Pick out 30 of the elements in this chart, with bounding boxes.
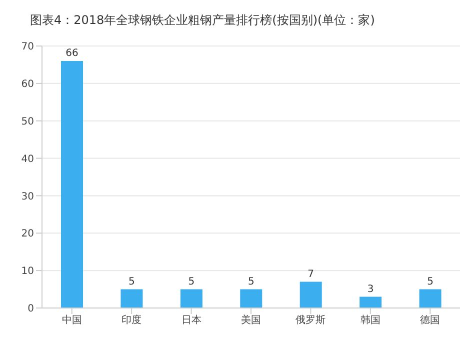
y-tick-label: 70 <box>21 42 34 53</box>
y-tick-label: 0 <box>28 304 34 315</box>
x-tick-label: 日本 <box>181 314 202 326</box>
data-label: 5 <box>248 276 254 288</box>
x-tick-label: 印度 <box>122 314 142 326</box>
y-tick-label: 50 <box>21 116 34 128</box>
y-tick-label: 20 <box>21 228 34 240</box>
x-tick-label: 韩国 <box>360 314 380 326</box>
x-tick-label: 中国 <box>62 314 82 326</box>
bar <box>300 282 322 308</box>
data-label: 5 <box>188 276 195 288</box>
data-label: 3 <box>367 284 374 295</box>
data-label: 5 <box>128 276 135 288</box>
bar <box>419 289 442 308</box>
y-tick-label: 10 <box>21 266 34 278</box>
y-tick-label: 30 <box>21 191 34 202</box>
bar <box>360 296 382 308</box>
chart-title: 图表4：2018年全球钢铁企业粗钢产量排行榜(按国别)(单位：家) <box>29 12 376 29</box>
y-tick-label: 60 <box>21 78 34 90</box>
bar <box>180 289 202 308</box>
x-tick-label: 俄罗斯 <box>296 314 326 326</box>
data-label: 7 <box>308 268 314 280</box>
bar <box>61 60 83 308</box>
data-label: 66 <box>66 48 78 59</box>
x-tick-label: 德国 <box>420 315 440 326</box>
y-tick-label: 40 <box>21 154 34 165</box>
bar <box>120 289 143 308</box>
x-tick-label: 美国 <box>241 314 261 326</box>
data-label: 5 <box>427 276 434 288</box>
bar <box>240 289 262 308</box>
